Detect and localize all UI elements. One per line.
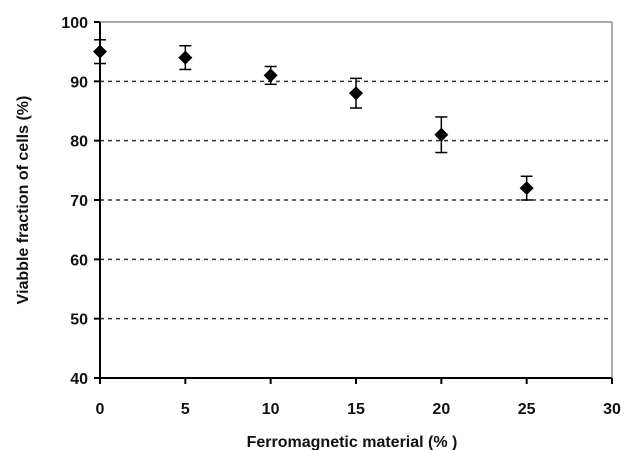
y-tick-label: 100 (61, 15, 88, 32)
data-points (93, 39, 534, 201)
y-tick-label: 60 (70, 252, 88, 269)
y-tick-label: 50 (70, 312, 88, 329)
tick-labels: 40 50 60 70 80 90 100 0 5 10 15 20 25 30 (61, 15, 621, 418)
x-tick-label: 25 (518, 401, 536, 418)
diamond-marker (263, 68, 278, 83)
y-tick-label: 40 (70, 371, 88, 388)
diamond-marker (178, 50, 193, 65)
diamond-marker (349, 86, 363, 101)
x-tick-label: 0 (96, 401, 105, 418)
data-point (178, 44, 193, 71)
data-point (434, 116, 449, 154)
x-tick-label: 30 (603, 401, 621, 418)
y-tick-label: 90 (70, 74, 88, 91)
x-tick-label: 15 (347, 401, 365, 418)
data-point (349, 77, 363, 109)
x-tick-label: 20 (432, 401, 450, 418)
x-axis-label: Ferromagnetic material (% ) (247, 434, 458, 450)
x-tick-label: 10 (262, 401, 280, 418)
diamond-marker (434, 127, 449, 142)
diamond-marker (519, 181, 534, 196)
gridlines (100, 80, 612, 320)
data-point (519, 175, 534, 201)
diamond-marker (93, 44, 107, 59)
axes (94, 21, 613, 384)
data-point (263, 65, 278, 86)
y-axis-label: Viabble fraction of cells (%) (15, 96, 32, 305)
y-tick-label: 80 (70, 134, 88, 151)
y-tick-label: 70 (70, 193, 88, 210)
x-tick-label: 5 (181, 401, 190, 418)
data-point (93, 39, 107, 65)
